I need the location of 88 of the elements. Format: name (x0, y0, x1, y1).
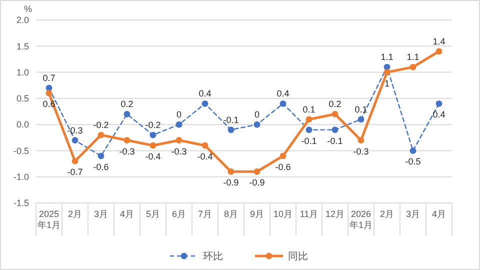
y-tick-label: 0.0 (16, 120, 29, 130)
x-tick-label: 2025年1月 (37, 209, 61, 230)
x-tick-label: 3月 (94, 209, 108, 219)
point (358, 116, 364, 123)
x-tick-label: 5月 (146, 209, 160, 219)
point (228, 168, 234, 175)
data-label: -0.4 (145, 151, 161, 162)
data-label: 0.4 (432, 110, 446, 120)
point (98, 152, 104, 160)
data-label: -0.2 (93, 120, 109, 130)
point (124, 137, 130, 144)
data-label: 0.4 (276, 88, 290, 99)
data-label: -0.1 (327, 136, 343, 146)
legend-label: 环比 (203, 250, 223, 262)
data-label: -0.9 (249, 178, 265, 188)
x-tick-label: 6月 (172, 209, 186, 219)
y-axis-title: % (24, 4, 32, 14)
data-label: -0.5 (405, 156, 421, 167)
data-label: 0.2 (120, 99, 134, 110)
point (254, 121, 260, 128)
point (176, 137, 182, 144)
data-label: -0.6 (93, 162, 109, 172)
data-label: 1.4 (432, 36, 446, 46)
x-tick-label: 12月 (325, 209, 345, 219)
x-tick-label: 4月 (432, 209, 446, 219)
y-tick-label: -0.5 (13, 146, 29, 156)
y-tick-label: -1.5 (13, 198, 29, 208)
point (306, 126, 312, 133)
data-label: -0.6 (275, 162, 291, 172)
x-tick-label: 2026年1月 (349, 209, 373, 230)
data-label: 0.7 (42, 72, 56, 83)
point (436, 100, 442, 107)
point (150, 132, 156, 138)
y-tick-label: 1.5 (16, 41, 29, 52)
data-label: 1.1 (406, 52, 420, 62)
data-label: 0.1 (354, 104, 368, 114)
x-tick-label: 9月 (250, 209, 264, 219)
x-tick-label: 10月 (273, 209, 293, 219)
data-label: -0.3 (171, 146, 187, 156)
point (436, 48, 442, 55)
legend-label: 同比 (288, 250, 308, 262)
point (384, 69, 390, 76)
x-tick-label: 2月 (380, 209, 394, 219)
point (332, 110, 338, 118)
point (254, 168, 260, 175)
data-label: -0.9 (223, 178, 239, 188)
x-tick-label: 7月 (198, 209, 212, 219)
data-label: -0.3 (353, 146, 369, 156)
point (46, 90, 52, 96)
point (202, 100, 208, 107)
point (98, 132, 104, 138)
point (410, 64, 416, 70)
data-label: -0.2 (145, 120, 161, 130)
point (410, 148, 416, 154)
point (72, 158, 78, 164)
point (124, 110, 130, 118)
data-label: 0.1 (302, 104, 316, 114)
data-label: -0.1 (301, 136, 317, 146)
data-label: 0.4 (198, 88, 212, 99)
data-label: 0.2 (328, 99, 342, 110)
data-label: -0.3 (67, 125, 83, 136)
data-label: 1.1 (380, 52, 394, 62)
point (280, 152, 286, 160)
point (150, 142, 156, 149)
x-tick-label: 3月 (406, 209, 420, 219)
y-tick-label: 2.0 (16, 15, 29, 26)
point (72, 137, 78, 144)
x-tick-label: 11月 (300, 209, 318, 219)
point (280, 100, 286, 107)
point (202, 142, 208, 149)
point (176, 121, 182, 128)
y-tick-label: -1.0 (13, 172, 29, 182)
data-label: 1 (384, 78, 390, 88)
data-label: -0.3 (119, 146, 135, 156)
point (228, 126, 234, 133)
x-tick-label: 2月 (68, 209, 82, 219)
point (306, 116, 312, 123)
point (332, 126, 338, 133)
data-label: -0.1 (223, 114, 239, 125)
data-label: -0.7 (67, 167, 83, 178)
data-label: 0 (176, 110, 182, 120)
y-tick-label: 1.0 (16, 67, 29, 78)
x-tick-label: 4月 (120, 209, 134, 219)
data-label: 0 (254, 110, 260, 120)
y-tick-label: 0.5 (16, 94, 29, 104)
point (358, 137, 364, 144)
x-tick-label: 8月 (224, 209, 238, 219)
data-label: -0.4 (197, 151, 213, 162)
